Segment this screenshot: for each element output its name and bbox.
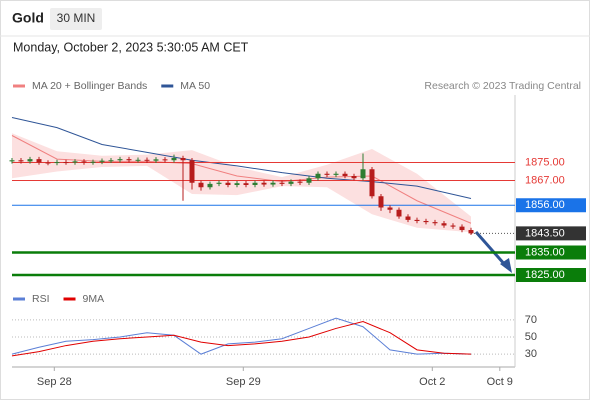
candle-body — [90, 161, 96, 163]
candle-body — [333, 173, 339, 175]
rsi-tick-label: 30 — [525, 348, 537, 360]
ma50-line — [11, 117, 472, 199]
level-box — [516, 226, 586, 241]
candle-body — [153, 159, 159, 161]
candle-body — [288, 181, 294, 184]
level-box — [516, 245, 586, 260]
candle-body — [234, 183, 240, 185]
candle-body — [126, 159, 132, 161]
level-box — [516, 198, 586, 213]
level-box — [516, 268, 586, 282]
candle-body — [324, 173, 330, 175]
candle-body — [9, 160, 15, 162]
candle-body — [162, 159, 168, 161]
legend-label: MA 50 — [180, 80, 210, 92]
rsi-legend-swatch — [13, 297, 25, 301]
level-label: 1843.50 — [525, 227, 565, 239]
candle-body — [252, 182, 258, 185]
title: Gold — [12, 10, 44, 26]
candle-body — [171, 158, 177, 161]
level-label: 1856.00 — [525, 199, 565, 211]
candle-body — [45, 162, 51, 164]
x-tick-label: Oct 9 — [487, 376, 513, 388]
level-label: 1875.00 — [525, 156, 565, 168]
candle-body — [63, 162, 69, 164]
level-label: 1835.00 — [525, 246, 565, 258]
candle-body — [459, 226, 465, 230]
candle-body — [441, 223, 447, 226]
candle-body — [225, 182, 231, 185]
candle-body — [369, 169, 375, 197]
candle-body — [189, 160, 195, 183]
arrow — [474, 231, 508, 267]
candle-body — [81, 161, 87, 163]
candle-body — [54, 162, 60, 164]
x-tick-label: Oct 2 — [419, 376, 445, 388]
rsi-legend-swatch — [63, 297, 76, 301]
candle-body — [432, 222, 438, 224]
rsi-legend-label: 9MA — [83, 293, 105, 305]
candle-body — [342, 173, 348, 176]
rsi-tick-label: 50 — [525, 331, 537, 343]
candle-body — [72, 161, 78, 163]
bollinger-band — [12, 133, 471, 233]
candle-body — [261, 182, 267, 185]
candle-body — [297, 181, 303, 183]
candle-body — [207, 183, 213, 188]
ma20-line — [11, 135, 472, 224]
timeframe[interactable]: 30 MIN — [57, 11, 96, 25]
legend-label: MA 20 + Bollinger Bands — [32, 80, 147, 92]
candle-body — [243, 183, 249, 185]
candle-body — [180, 158, 186, 161]
timeframe-box[interactable] — [50, 8, 102, 30]
candle-body — [423, 221, 429, 223]
legend-swatch — [13, 84, 25, 88]
credit: Research © 2023 Trading Central — [424, 80, 581, 92]
candle-body — [360, 169, 366, 179]
level-label: 1867.00 — [525, 174, 565, 186]
rsi-line — [11, 317, 472, 355]
candle-body — [27, 159, 33, 162]
x-tick-label: Sep 28 — [37, 376, 72, 388]
candle-body — [414, 219, 420, 221]
candle-body — [351, 176, 357, 179]
candle-body — [405, 216, 411, 220]
candle-body — [135, 159, 141, 161]
candle-body — [144, 159, 150, 161]
candle-body — [378, 196, 384, 208]
rsi-tick-label: 70 — [525, 314, 537, 326]
candle-body — [36, 159, 42, 163]
rsi-legend-label: RSI — [32, 293, 50, 305]
candle-body — [387, 207, 393, 210]
candle-body — [270, 182, 276, 185]
x-tick-label: Sep 29 — [226, 376, 261, 388]
subtitle: Monday, October 2, 2023 5:30:05 AM CET — [13, 40, 249, 54]
candle-body — [117, 159, 123, 161]
candle-body — [468, 230, 474, 234]
candle-body — [396, 209, 402, 217]
candle-body — [18, 160, 24, 162]
candle-body — [450, 225, 456, 227]
candle-body — [198, 182, 204, 188]
candle-body — [108, 160, 114, 162]
candle-body — [99, 160, 105, 162]
candle-body — [315, 173, 321, 179]
candle-body — [306, 178, 312, 183]
ma9-line — [11, 321, 472, 357]
legend-swatch — [161, 84, 174, 88]
level-label: 1825.00 — [525, 269, 565, 281]
candle-body — [279, 182, 285, 184]
candle-body — [216, 182, 222, 184]
arrow-head — [500, 258, 512, 273]
